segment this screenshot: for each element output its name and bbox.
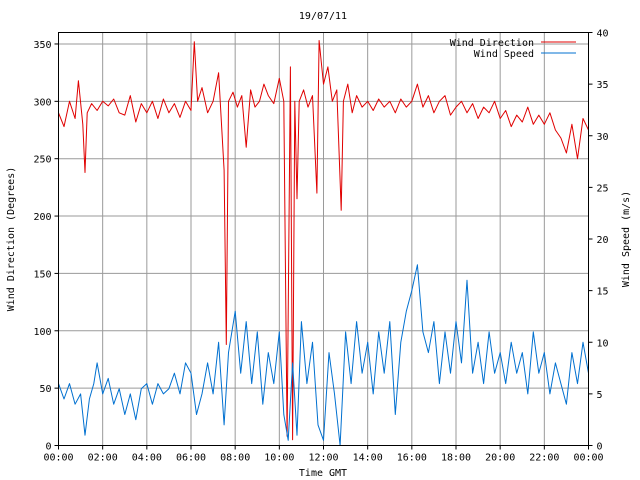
legend-label-wind-direction: Wind Direction xyxy=(450,38,534,49)
series-layer xyxy=(58,40,589,446)
right-y-tick-label: 40 xyxy=(597,29,609,40)
left-y-tick-label: 300 xyxy=(33,97,51,108)
right-y-tick-label: 35 xyxy=(597,80,609,91)
x-axis-title: Time GMT xyxy=(299,468,347,479)
right-y-tick-label: 5 xyxy=(597,390,603,401)
series-line-wind-direction xyxy=(58,40,589,441)
legend-label-wind-speed: Wind Speed xyxy=(474,49,534,60)
right-y-tick-label: 30 xyxy=(597,132,609,143)
x-axis: 00:00 02:00 04:00 06:00 08:00 10:00 12:00 14:00… xyxy=(43,445,604,464)
x-tick-label: 06:00 xyxy=(176,453,206,464)
x-tick-label: 12:00 xyxy=(308,453,338,464)
left-y-tick-label: 150 xyxy=(33,269,51,280)
left-y-tick-label: 200 xyxy=(33,212,51,223)
left-y-axis: 0 50 100 150 200 250 300 350 xyxy=(33,40,59,453)
x-tick-label: 00:00 xyxy=(43,453,73,464)
left-y-tick-label: 250 xyxy=(33,155,51,166)
x-tick-label: 16:00 xyxy=(397,453,427,464)
chart-title: 19/07/11 xyxy=(299,11,347,22)
right-y-tick-label: 15 xyxy=(597,287,609,298)
left-axis-title: Wind Direction (Degrees) xyxy=(6,167,17,312)
x-tick-label: 08:00 xyxy=(220,453,250,464)
right-y-tick-label: 25 xyxy=(597,183,609,194)
right-y-axis: 0 5 10 15 20 25 30 35 40 xyxy=(588,29,609,453)
left-y-tick-label: 100 xyxy=(33,327,51,338)
left-y-tick-label: 50 xyxy=(39,384,51,395)
legend: Wind Direction Wind Speed xyxy=(450,38,576,60)
right-y-tick-label: 10 xyxy=(597,338,609,349)
x-tick-label: 02:00 xyxy=(88,453,118,464)
right-axis-title: Wind Speed (m/s) xyxy=(621,191,632,287)
right-y-tick-label: 20 xyxy=(597,235,609,246)
x-tick-label: 00:00 xyxy=(573,453,603,464)
x-tick-label: 14:00 xyxy=(353,453,383,464)
x-tick-label: 04:00 xyxy=(132,453,162,464)
grid xyxy=(58,32,589,446)
series-line-wind-speed xyxy=(58,264,589,446)
left-y-tick-label: 350 xyxy=(33,40,51,51)
x-tick-label: 22:00 xyxy=(529,453,559,464)
x-tick-label: 20:00 xyxy=(485,453,515,464)
x-tick-label: 18:00 xyxy=(441,453,471,464)
x-tick-label: 10:00 xyxy=(264,453,294,464)
left-y-tick-label: 0 xyxy=(45,442,51,453)
right-y-tick-label: 0 xyxy=(597,442,603,453)
